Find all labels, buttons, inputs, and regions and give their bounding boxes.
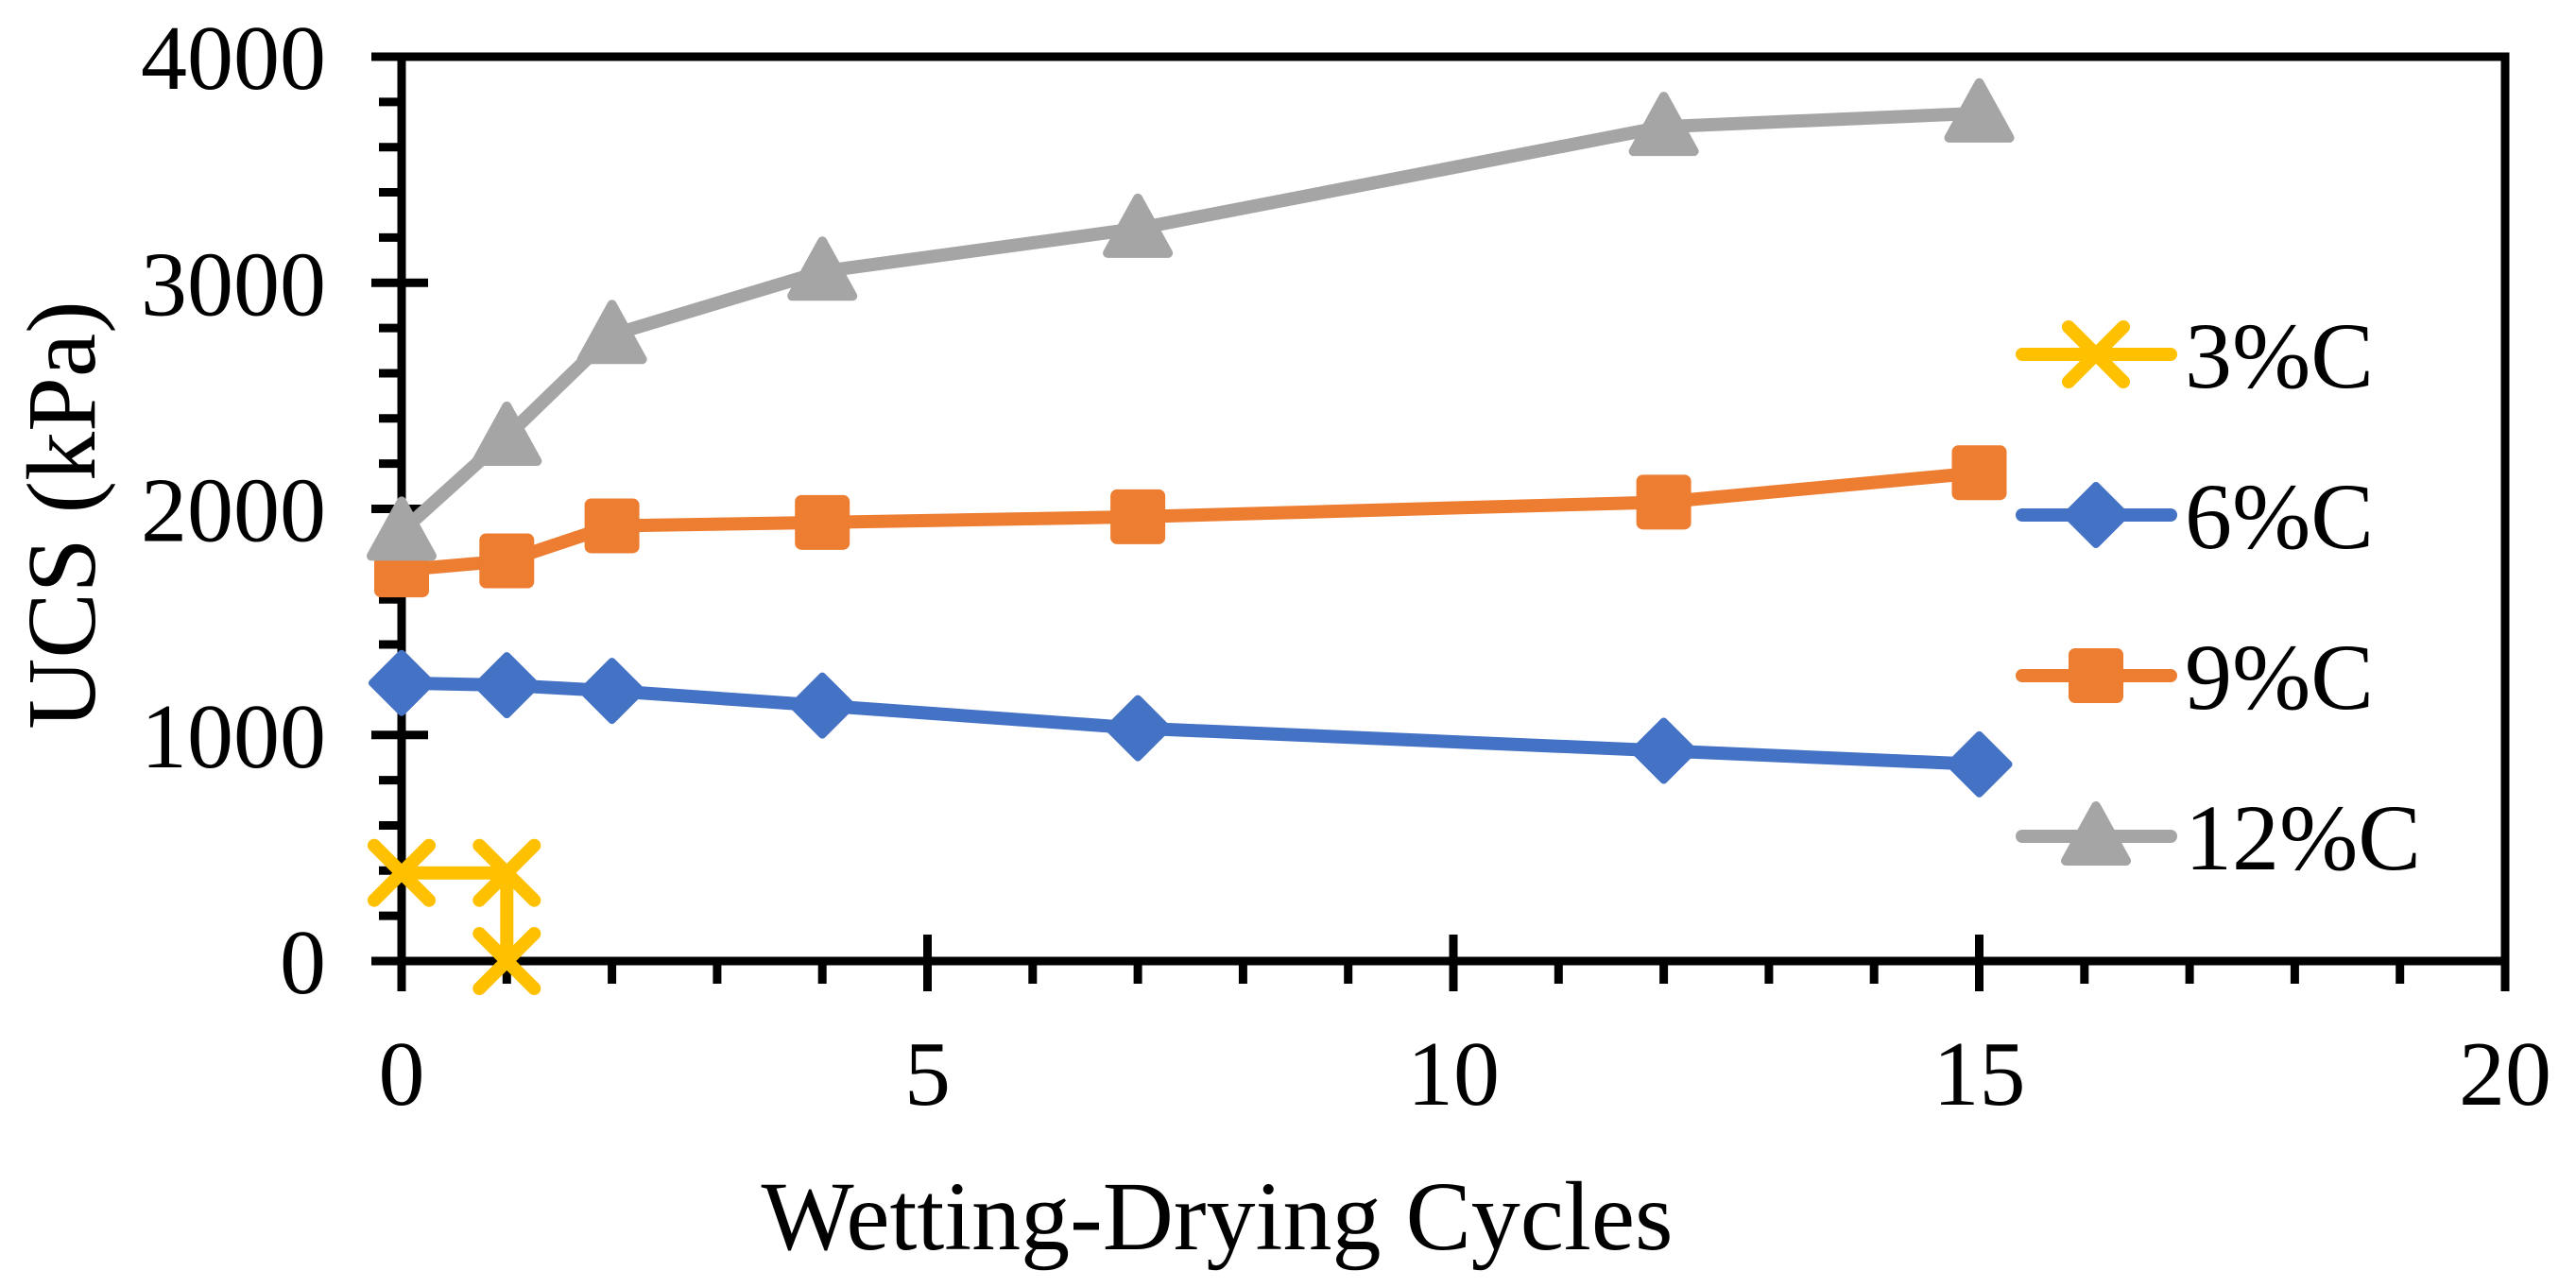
marker-diamond	[369, 649, 435, 716]
x-tick-label: 0	[379, 1023, 425, 1125]
marker-diamond	[789, 672, 856, 739]
marker-x	[2062, 320, 2130, 388]
marker-diamond	[1946, 730, 2013, 798]
marker-square	[1110, 489, 1166, 544]
marker-triangle	[1103, 193, 1174, 258]
marker-square	[2069, 648, 2123, 703]
marker-triangle	[367, 496, 437, 561]
y-tick-label: 3000	[141, 233, 326, 335]
legend-label: 6%C	[2185, 464, 2374, 569]
marker-x	[472, 838, 541, 907]
legend-label: 12%C	[2185, 785, 2421, 890]
marker-x	[368, 838, 436, 907]
marker-diamond	[578, 658, 645, 725]
marker-diamond	[2063, 482, 2129, 548]
x-tick-label: 10	[1407, 1023, 1500, 1125]
legend-item-3pctC: 3%C	[2016, 303, 2374, 408]
series-line	[395, 106, 1986, 539]
marker-square	[1951, 445, 2007, 501]
y-axis-title: UCS (kPa)	[8, 301, 116, 730]
marker-triangle	[787, 236, 858, 301]
series-12pctC	[367, 77, 2015, 561]
x-axis-ticks	[397, 935, 2510, 991]
series-6pctC	[369, 649, 2013, 798]
marker-triangle	[1628, 92, 1699, 157]
series-9pctC	[374, 445, 2007, 598]
x-tick-label: 20	[2459, 1023, 2551, 1125]
legend-label: 3%C	[2185, 303, 2374, 408]
marker-triangle	[1944, 77, 2015, 143]
marker-triangle	[2061, 801, 2131, 866]
marker-square	[795, 494, 850, 550]
x-axis-title: Wetting-Drying Cycles	[762, 1162, 1674, 1271]
x-tick-label: 5	[904, 1023, 951, 1125]
marker-x-stroke	[368, 838, 436, 907]
marker-x-stroke	[472, 838, 541, 907]
marker-square	[1636, 474, 1692, 530]
marker-x-stroke	[472, 927, 541, 995]
legend-label: 9%C	[2185, 625, 2374, 730]
legend-item-9pctC: 9%C	[2016, 625, 2374, 730]
marker-diamond	[1105, 695, 1172, 762]
legend-item-12pctC: 12%C	[2016, 785, 2421, 890]
marker-triangle	[576, 300, 647, 365]
x-tick-label: 15	[1933, 1023, 2026, 1125]
y-tick-label: 1000	[141, 686, 326, 788]
marker-square	[584, 498, 640, 554]
y-tick-label: 2000	[141, 460, 326, 562]
marker-x-stroke	[2062, 320, 2130, 388]
legend-item-6pctC: 6%C	[2016, 464, 2374, 569]
y-tick-label: 0	[280, 912, 326, 1014]
marker-x	[472, 927, 541, 995]
marker-diamond	[473, 652, 541, 719]
y-tick-label: 4000	[141, 8, 326, 110]
marker-square	[479, 533, 535, 589]
marker-triangle	[472, 401, 542, 466]
marker-diamond	[1630, 717, 1697, 784]
series-3pctC	[368, 838, 541, 995]
